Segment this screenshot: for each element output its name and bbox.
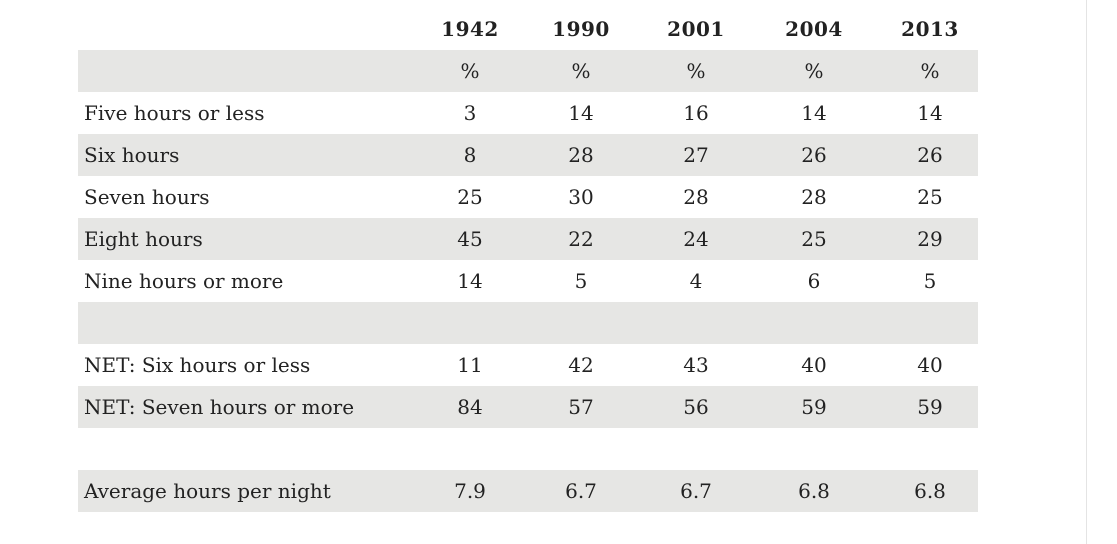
row-label: NET: Six hours or less xyxy=(84,353,311,377)
data-cell: 84 xyxy=(457,395,483,419)
data-cell: 28 xyxy=(683,185,709,209)
sleep-hours-table: 1942 1990 2001 2004 2013 % % % % % Five … xyxy=(78,8,978,512)
data-cell: 28 xyxy=(568,143,594,167)
table-row: NET: Six hours or less 11 42 43 40 40 xyxy=(78,344,978,386)
table-row: Nine hours or more 14 5 4 6 5 xyxy=(78,260,978,302)
data-cell: 14 xyxy=(801,101,827,125)
table-row: NET: Seven hours or more 84 57 56 59 59 xyxy=(78,386,978,428)
data-cell: 59 xyxy=(801,395,827,419)
data-cell: 24 xyxy=(683,227,709,251)
column-header-2013: 2013 xyxy=(901,17,959,41)
data-cell: 5 xyxy=(574,269,588,293)
table-row: Eight hours 45 22 24 25 29 xyxy=(78,218,978,260)
data-cell: 5 xyxy=(923,269,937,293)
data-cell: 25 xyxy=(457,185,483,209)
column-header-1942: 1942 xyxy=(441,17,499,41)
data-cell: 7.9 xyxy=(454,479,486,503)
unit-cell: % xyxy=(920,59,940,83)
table-row: Five hours or less 3 14 16 14 14 xyxy=(78,92,978,134)
table-row: Six hours 8 28 27 26 26 xyxy=(78,134,978,176)
data-cell: 42 xyxy=(568,353,594,377)
data-cell: 6 xyxy=(807,269,821,293)
page-edge-divider xyxy=(1086,0,1087,544)
data-cell: 25 xyxy=(917,185,943,209)
header-unit-row: % % % % % xyxy=(78,50,978,92)
data-cell: 11 xyxy=(457,353,483,377)
data-cell: 3 xyxy=(463,101,477,125)
data-cell: 8 xyxy=(463,143,477,167)
data-cell: 25 xyxy=(801,227,827,251)
table-row: Seven hours 25 30 28 28 25 xyxy=(78,176,978,218)
data-cell: 27 xyxy=(683,143,709,167)
unit-cell: % xyxy=(460,59,480,83)
data-cell: 14 xyxy=(568,101,594,125)
data-cell: 57 xyxy=(568,395,594,419)
table-row: Average hours per night 7.9 6.7 6.7 6.8 … xyxy=(78,470,978,512)
row-label: Seven hours xyxy=(84,185,210,209)
data-cell: 26 xyxy=(801,143,827,167)
row-label: NET: Seven hours or more xyxy=(84,395,355,419)
data-cell: 43 xyxy=(683,353,709,377)
column-header-1990: 1990 xyxy=(552,17,610,41)
data-cell: 4 xyxy=(689,269,703,293)
spacer-row xyxy=(78,302,978,344)
data-cell: 22 xyxy=(568,227,594,251)
data-cell: 26 xyxy=(917,143,943,167)
unit-cell: % xyxy=(804,59,824,83)
column-header-2001: 2001 xyxy=(667,17,725,41)
row-label: Average hours per night xyxy=(84,479,331,503)
row-label: Five hours or less xyxy=(84,101,265,125)
data-cell: 6.7 xyxy=(680,479,712,503)
data-cell: 6.7 xyxy=(565,479,597,503)
data-cell: 14 xyxy=(457,269,483,293)
spacer-row xyxy=(78,428,978,470)
data-cell: 30 xyxy=(568,185,594,209)
data-cell: 6.8 xyxy=(798,479,830,503)
row-label: Six hours xyxy=(84,143,180,167)
row-label: Nine hours or more xyxy=(84,269,284,293)
column-header-2004: 2004 xyxy=(785,17,843,41)
data-cell: 40 xyxy=(801,353,827,377)
data-cell: 16 xyxy=(683,101,709,125)
data-cell: 28 xyxy=(801,185,827,209)
row-label: Eight hours xyxy=(84,227,203,251)
header-year-row: 1942 1990 2001 2004 2013 xyxy=(78,8,978,50)
unit-cell: % xyxy=(571,59,591,83)
data-cell: 45 xyxy=(457,227,483,251)
data-cell: 59 xyxy=(917,395,943,419)
data-cell: 6.8 xyxy=(914,479,946,503)
unit-cell: % xyxy=(686,59,706,83)
data-cell: 40 xyxy=(917,353,943,377)
data-cell: 14 xyxy=(917,101,943,125)
data-cell: 29 xyxy=(917,227,943,251)
data-cell: 56 xyxy=(683,395,709,419)
